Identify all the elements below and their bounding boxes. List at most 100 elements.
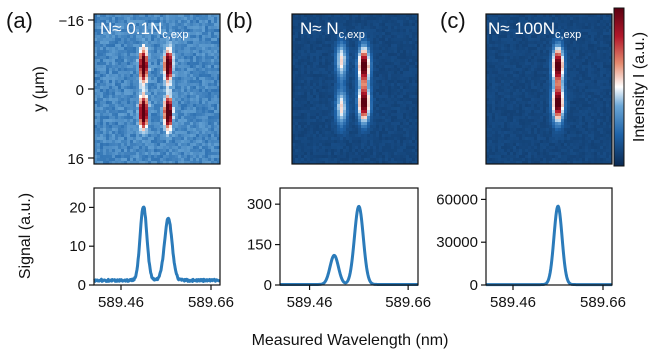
heatmap-pixel	[145, 47, 149, 51]
heatmap-pixel	[100, 77, 104, 81]
heatmap-pixel	[205, 131, 209, 135]
heatmap-pixel	[172, 59, 176, 63]
heatmap-pixel	[151, 143, 155, 147]
heatmap-pixel	[397, 77, 401, 81]
heatmap-pixel	[522, 47, 526, 51]
heatmap-pixel	[106, 77, 110, 81]
heatmap-pixel	[211, 74, 215, 78]
heatmap-pixel	[97, 29, 101, 33]
heatmap-pixel	[214, 125, 218, 129]
heatmap-pixel	[295, 17, 299, 21]
heatmap-pixel	[193, 149, 197, 153]
heatmap-pixel	[211, 113, 215, 117]
heatmap-pixel	[121, 44, 125, 48]
heatmap-pixel	[130, 116, 134, 120]
heatmap-pixel	[316, 59, 320, 63]
heatmap-pixel	[181, 23, 185, 27]
heatmap-pixel	[298, 89, 302, 93]
heatmap-pixel	[97, 158, 101, 162]
heatmap-pixel	[364, 44, 368, 48]
heatmap-pixel	[103, 140, 107, 144]
heatmap-pixel	[145, 29, 149, 33]
heatmap-pixel	[187, 83, 191, 87]
heatmap-pixel	[388, 113, 392, 117]
heatmap-pixel	[564, 38, 568, 42]
heatmap-pixel	[175, 119, 179, 123]
heatmap-pixel	[130, 122, 134, 126]
heatmap-pixel	[151, 110, 155, 114]
heatmap-pixel	[498, 47, 502, 51]
heatmap-pixel	[151, 161, 155, 165]
heatmap-pixel	[172, 80, 176, 84]
heatmap-pixel	[136, 56, 140, 60]
heatmap-pixel	[136, 161, 140, 165]
heatmap-pixel	[100, 53, 104, 57]
heatmap-pixel	[190, 107, 194, 111]
heatmap-pixel	[118, 71, 122, 75]
heatmap-pixel	[370, 134, 374, 138]
heatmap-pixel	[576, 41, 580, 45]
heatmap-pixel	[196, 161, 200, 165]
heatmap-pixel	[355, 26, 359, 30]
heatmap-pixel	[406, 20, 410, 24]
heatmap-pixel	[217, 14, 221, 18]
heatmap-pixel	[319, 68, 323, 72]
heatmap-pixel	[489, 50, 493, 54]
heatmap-pixel	[355, 119, 359, 123]
heatmap-pixel	[307, 122, 311, 126]
heatmap-pixel	[196, 59, 200, 63]
heatmap-pixel	[400, 158, 404, 162]
heatmap-pixel	[325, 116, 329, 120]
heatmap-pixel	[406, 26, 410, 30]
heatmap-pixel	[379, 20, 383, 24]
heatmap-pixel	[504, 47, 508, 51]
heatmap-pixel	[112, 74, 116, 78]
heatmap-pixel	[301, 86, 305, 90]
heatmap-pixel	[391, 149, 395, 153]
heatmap-pixel	[567, 35, 571, 39]
heatmap-pixel	[492, 68, 496, 72]
heatmap-pixel	[489, 47, 493, 51]
heatmap-pixel	[94, 29, 98, 33]
heatmap-pixel	[340, 89, 344, 93]
heatmap-pixel	[391, 29, 395, 33]
heatmap-pixel	[112, 98, 116, 102]
heatmap-pixel	[388, 23, 392, 27]
heatmap-pixel	[337, 95, 341, 99]
heatmap-pixel	[358, 152, 362, 156]
heatmap-pixel	[217, 32, 221, 36]
heatmap-pixel	[373, 119, 377, 123]
heatmap-pixel	[576, 32, 580, 36]
heatmap-pixel	[507, 62, 511, 66]
heatmap-pixel	[319, 152, 323, 156]
heatmap-pixel	[412, 35, 416, 39]
heatmap-pixel	[400, 155, 404, 159]
heatmap-pixel	[597, 41, 601, 45]
heatmap-pixel	[373, 74, 377, 78]
heatmap-pixel	[211, 80, 215, 84]
heatmap-pixel	[373, 26, 377, 30]
heatmap-pixel	[310, 59, 314, 63]
heatmap-pixel	[355, 53, 359, 57]
heatmap-pixel	[328, 131, 332, 135]
heatmap-pixel	[492, 29, 496, 33]
heatmap-pixel	[298, 17, 302, 21]
heatmap-pixel	[292, 17, 296, 21]
heatmap-pixel	[118, 155, 122, 159]
heatmap-pixel	[133, 38, 137, 42]
heatmap-pixel	[112, 116, 116, 120]
heatmap-pixel	[492, 35, 496, 39]
heatmap-pixel	[364, 14, 368, 18]
heatmap-pixel	[570, 41, 574, 45]
heatmap-pixel	[558, 26, 562, 30]
heatmap-pixel	[193, 80, 197, 84]
heatmap-pixel	[292, 14, 296, 18]
heatmap-pixel	[199, 29, 203, 33]
heatmap-pixel	[385, 44, 389, 48]
heatmap-pixel	[331, 143, 335, 147]
heatmap-pixel	[406, 32, 410, 36]
heatmap-pixel	[316, 104, 320, 108]
heatmap-pixel	[328, 122, 332, 126]
heatmap-pixel	[202, 35, 206, 39]
heatmap-pixel	[148, 65, 152, 69]
